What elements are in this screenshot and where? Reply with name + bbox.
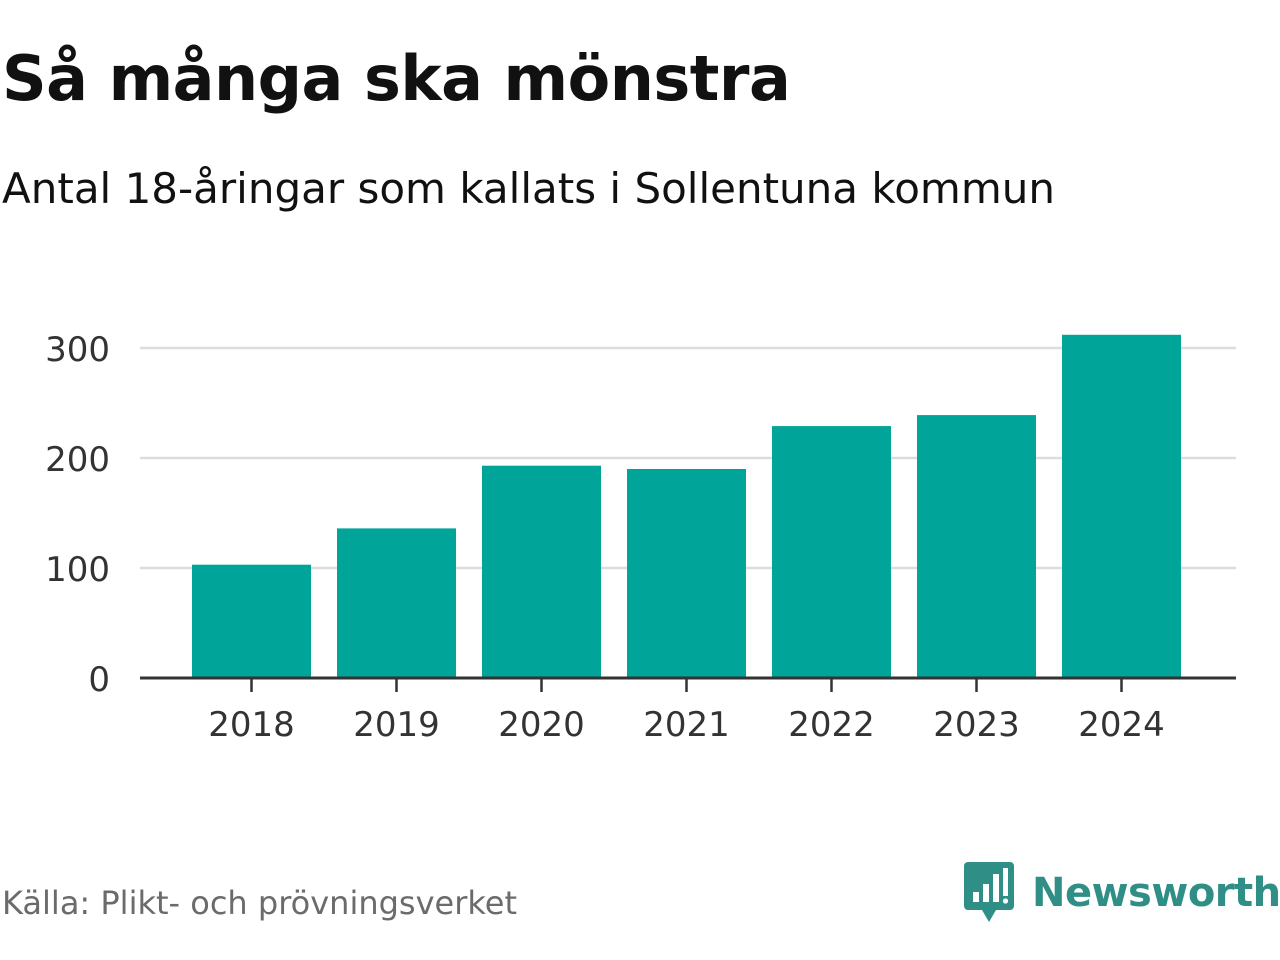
x-tick-label: 2023 <box>933 705 1020 745</box>
x-tick-label: 2022 <box>788 705 875 745</box>
y-tick-label: 0 <box>88 660 110 700</box>
bar-2018 <box>192 564 311 678</box>
bar-2024 <box>1062 334 1181 678</box>
brand-name: Newsworthy <box>1032 870 1280 916</box>
bar-chart: 0 100 200 300 2018 2019 2020 2021 2022 2023 2024 <box>45 330 1236 745</box>
brand-logo: Newsworthy <box>964 862 1280 924</box>
source-note: Källa: Plikt- och prövningsverket <box>2 884 517 922</box>
bar-2019 <box>337 528 456 678</box>
bar-2022 <box>772 426 891 678</box>
chart-title: Så många ska mönstra <box>2 42 791 115</box>
bar-2021 <box>627 469 746 678</box>
x-tick-label: 2021 <box>643 705 730 745</box>
x-tick-label: 2020 <box>498 705 585 745</box>
bar-2023 <box>917 415 1036 678</box>
bar-2020 <box>482 465 601 678</box>
x-tick-label: 2024 <box>1078 705 1165 745</box>
chart-subtitle: Antal 18-åringar som kallats i Sollentun… <box>2 164 1055 213</box>
y-tick-label: 200 <box>45 440 110 480</box>
newsworthy-logo-icon <box>964 862 1014 922</box>
y-tick-label: 300 <box>45 330 110 370</box>
x-tick-label: 2018 <box>208 705 295 745</box>
x-tick-label: 2019 <box>353 705 440 745</box>
y-tick-label: 100 <box>45 550 110 590</box>
